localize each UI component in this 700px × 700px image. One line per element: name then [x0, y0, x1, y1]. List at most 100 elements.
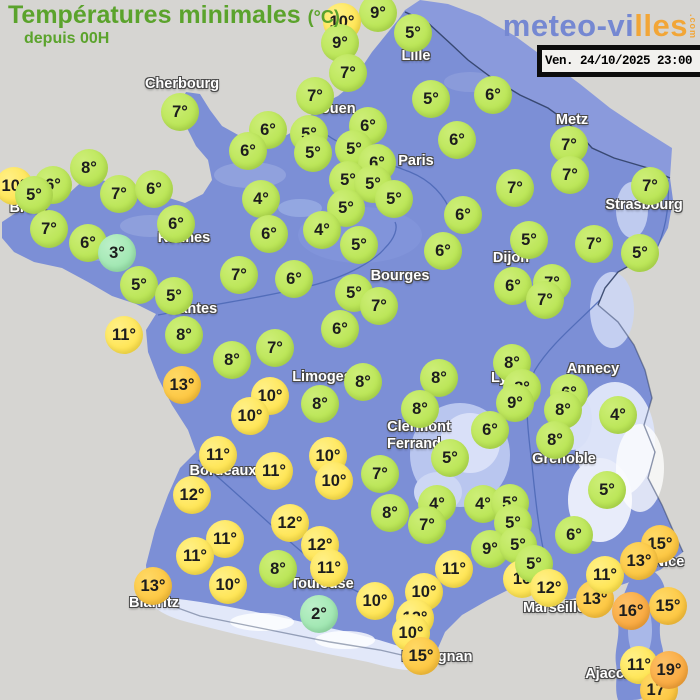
- temp-bubble: 7°: [361, 455, 399, 493]
- temp-bubble: 7°: [360, 287, 398, 325]
- temp-bubble: 6°: [157, 205, 195, 243]
- city-label-limoges: Limoges: [292, 369, 352, 385]
- temp-bubble: 6°: [275, 260, 313, 298]
- temp-bubble: 8°: [536, 421, 574, 459]
- temp-bubble: 7°: [408, 506, 446, 544]
- temp-bubble: 7°: [220, 256, 258, 294]
- temp-bubble: 8°: [213, 341, 251, 379]
- temp-bubble: 5°: [412, 80, 450, 118]
- neighbour-land: [405, 0, 672, 178]
- page-title: Températures minimales (°C): [8, 2, 340, 28]
- temp-bubble: 11°: [199, 436, 237, 474]
- temp-bubble: 10°: [356, 582, 394, 620]
- temp-bubble: 6°: [474, 76, 512, 114]
- page-subtitle: depuis 00H: [24, 30, 110, 48]
- temp-bubble: 13°: [163, 366, 201, 404]
- temp-bubble: 7°: [30, 210, 68, 248]
- city-label-paris: Paris: [398, 153, 434, 169]
- temp-bubble: 7°: [100, 175, 138, 213]
- temp-bubble: 6°: [438, 121, 476, 159]
- temp-bubble: 11°: [435, 550, 473, 588]
- temp-bubble: 7°: [551, 156, 589, 194]
- temp-bubble: 9°: [359, 0, 397, 32]
- temp-bubble: 6°: [444, 196, 482, 234]
- temp-bubble: 5°: [588, 471, 626, 509]
- temp-bubble: 7°: [631, 167, 669, 205]
- temp-bubble: 13°: [620, 542, 658, 580]
- temp-bubble: 10°: [231, 397, 269, 435]
- title-unit: (°C): [307, 7, 340, 27]
- temp-bubble: 5°: [375, 180, 413, 218]
- temp-bubble: 5°: [294, 134, 332, 172]
- temp-bubble: 6°: [135, 170, 173, 208]
- city-label-cherbourg: Cherbourg: [144, 76, 220, 92]
- temp-bubble: 7°: [575, 225, 613, 263]
- temp-bubble: 10°: [209, 566, 247, 604]
- temp-bubble: 8°: [301, 385, 339, 423]
- pyrenees-highlands: [149, 596, 432, 671]
- temp-bubble: 11°: [255, 452, 293, 490]
- temp-bubble: 7°: [496, 169, 534, 207]
- temp-bubble: 6°: [250, 215, 288, 253]
- logo-part-orange: lles: [634, 8, 688, 43]
- temp-bubble: 12°: [530, 569, 568, 607]
- temp-bubble: 7°: [256, 329, 294, 367]
- city-label-bourges: Bourges: [370, 268, 430, 284]
- city-label-metz: Metz: [555, 112, 589, 128]
- temp-bubble: 2°: [300, 595, 338, 633]
- temp-bubble: 5°: [120, 266, 158, 304]
- temp-bubble: 6°: [471, 411, 509, 449]
- temp-bubble: 15°: [402, 637, 440, 675]
- temp-bubble: 10°: [315, 462, 353, 500]
- temp-bubble: 5°: [155, 277, 193, 315]
- temp-bubble: 6°: [424, 232, 462, 270]
- temp-bubble: 12°: [173, 476, 211, 514]
- terrain-patch: [278, 199, 322, 217]
- temp-bubble: 16°: [612, 592, 650, 630]
- city-label-strasbourg: Strasbourg: [605, 197, 683, 213]
- temp-bubble: 8°: [70, 149, 108, 187]
- meteo-villes-logo[interactable]: meteo-villes .com: [502, 8, 698, 44]
- temp-bubble: 11°: [176, 537, 214, 575]
- temp-bubble: 11°: [105, 316, 143, 354]
- temp-bubble: 8°: [259, 550, 297, 588]
- city-label-ferrand: Ferrand: [387, 436, 441, 452]
- temp-bubble: 4°: [599, 396, 637, 434]
- temp-bubble: 11°: [586, 556, 624, 594]
- logo-part-blue: meteo-vi: [502, 8, 635, 43]
- temp-bubble: 6°: [229, 132, 267, 170]
- temp-bubble: 5°: [510, 221, 548, 259]
- temp-bubble: 8°: [371, 494, 409, 532]
- pyrenees-snow: [230, 613, 294, 631]
- temp-bubble: 4°: [303, 211, 341, 249]
- temp-bubble: 5°: [15, 176, 53, 214]
- city-label-annecy: Annecy: [566, 361, 620, 377]
- city-label-lille: Lille: [401, 48, 431, 64]
- temp-bubble: 8°: [344, 363, 382, 401]
- country-borders: [149, 11, 684, 663]
- map-header: Températures minimales (°C) depuis 00H: [8, 2, 340, 48]
- temp-bubble: 6°: [321, 310, 359, 348]
- temp-bubble: 13°: [134, 567, 172, 605]
- temp-bubble: 8°: [165, 316, 203, 354]
- title-text: Températures minimales: [8, 1, 301, 29]
- temp-bubble: 15°: [649, 587, 687, 625]
- temp-bubble: 4°: [242, 180, 280, 218]
- pyrenees-snow: [315, 631, 375, 649]
- logo-dot-com: .com: [688, 14, 698, 40]
- temp-bubble: 5°: [621, 234, 659, 272]
- temp-bubble: 7°: [161, 93, 199, 131]
- datetime-badge: Ven. 24/10/2025 23:00: [537, 45, 700, 77]
- temp-bubble: 11°: [620, 646, 658, 684]
- temp-bubble: 6°: [494, 267, 532, 305]
- temp-bubble: 6°: [555, 516, 593, 554]
- temp-bubble: 5°: [431, 439, 469, 477]
- temp-bubble: 19°: [650, 651, 688, 689]
- temp-bubble: 5°: [340, 226, 378, 264]
- temp-bubble: 3°: [98, 234, 136, 272]
- temp-bubble: 8°: [401, 390, 439, 428]
- temp-bubble: 7°: [526, 281, 564, 319]
- temp-bubble: 11°: [310, 549, 348, 587]
- temp-bubble: 7°: [329, 54, 367, 92]
